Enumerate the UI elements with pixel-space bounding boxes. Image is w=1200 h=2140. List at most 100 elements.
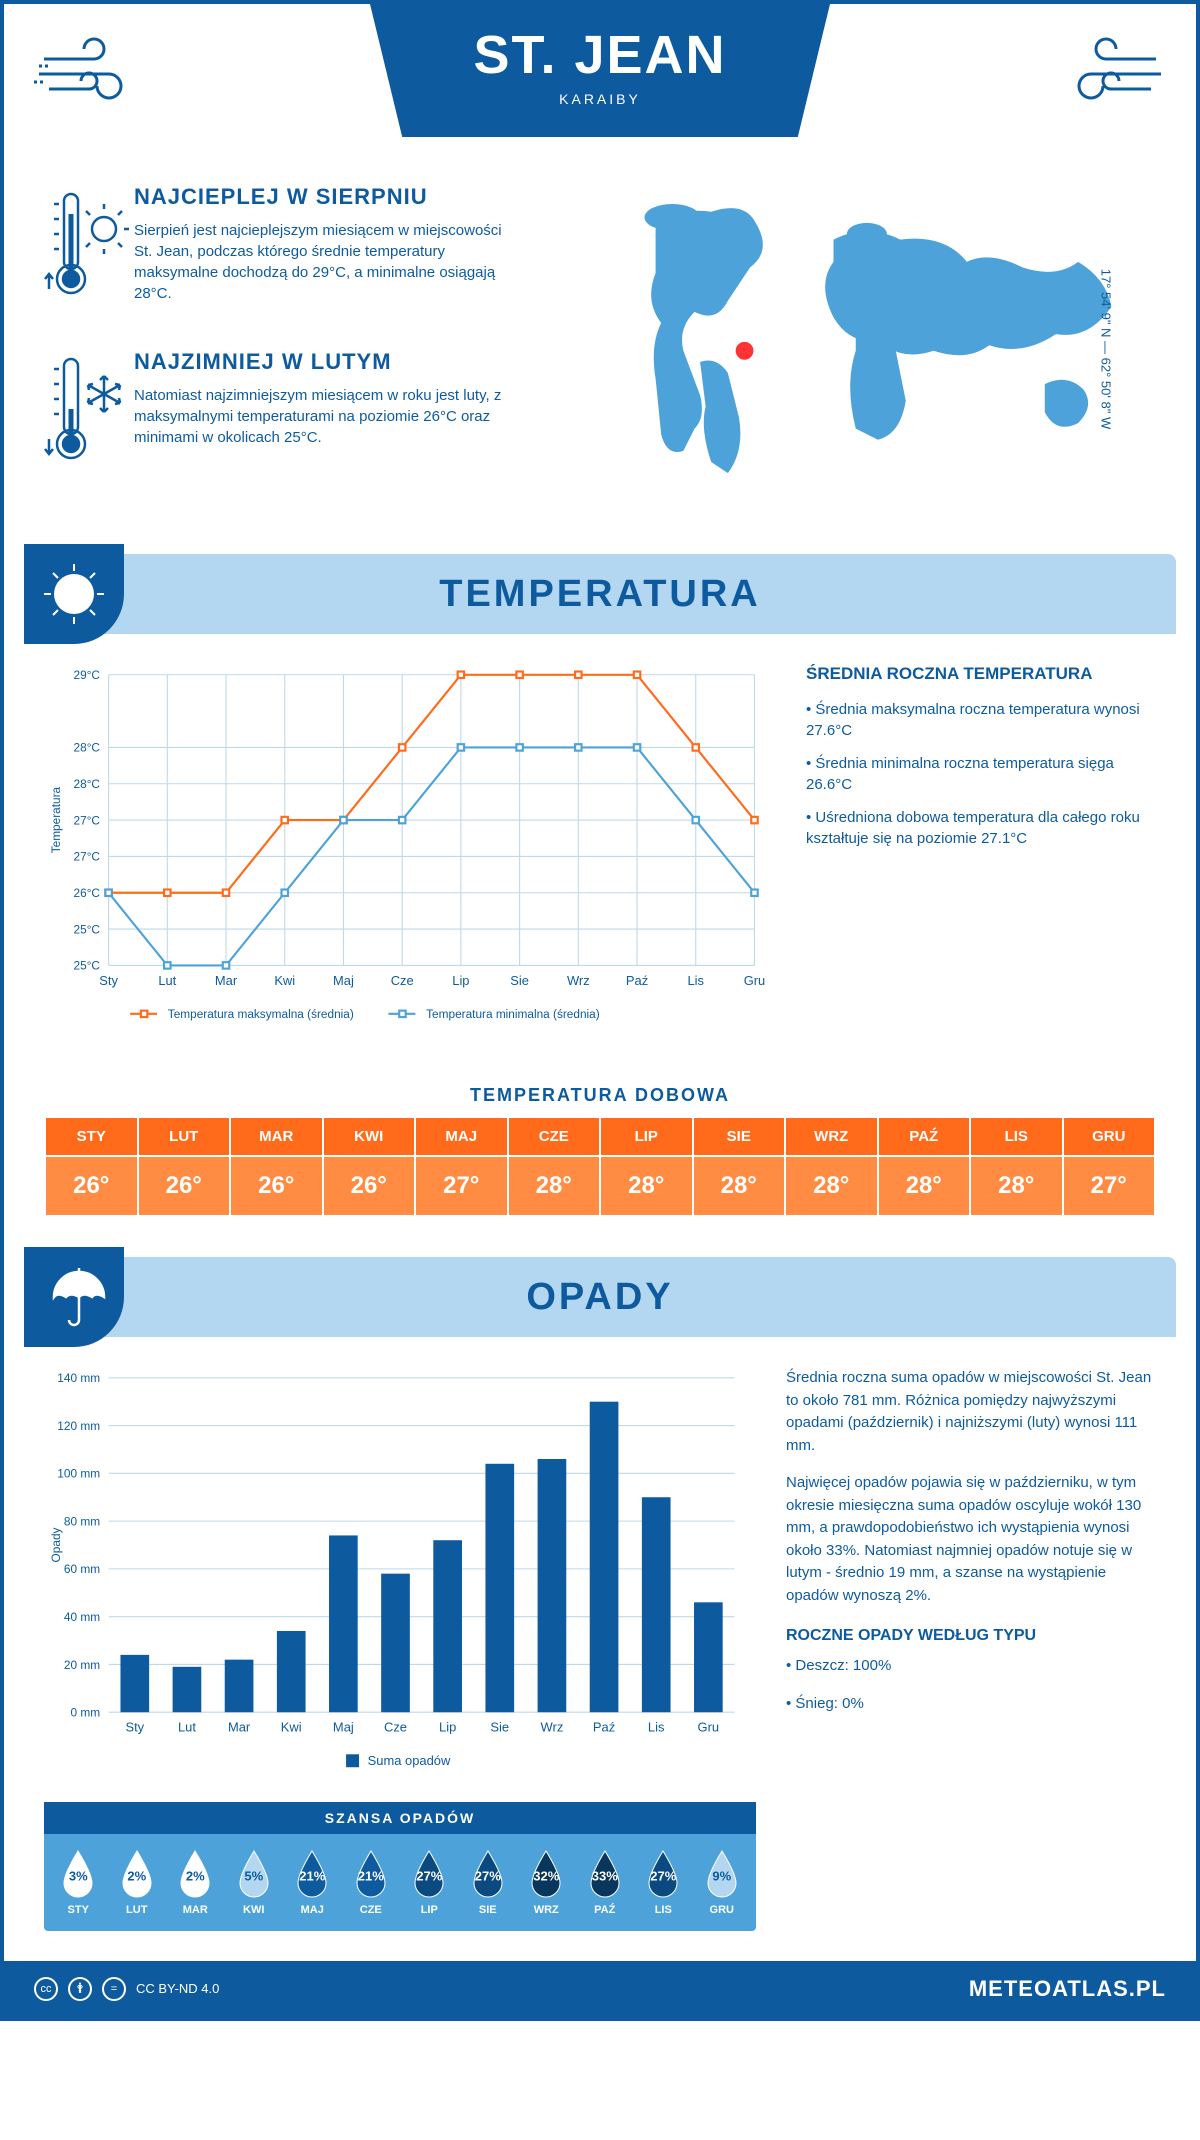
month-header: GRU bbox=[1064, 1118, 1155, 1155]
temp-value: 28° bbox=[879, 1157, 970, 1215]
month-header: STY bbox=[46, 1118, 137, 1155]
precip-type-rain: • Deszcz: 100% bbox=[786, 1655, 1156, 1678]
wind-icon bbox=[34, 34, 154, 114]
coldest-block: NAJZIMNIEJ W LUTYM Natomiast najzimniejs… bbox=[44, 349, 600, 484]
svg-text:Sie: Sie bbox=[510, 973, 529, 988]
svg-text:27°C: 27°C bbox=[74, 850, 101, 864]
svg-text:Sie: Sie bbox=[490, 1720, 509, 1735]
title-banner: ST. JEAN KARAIBY bbox=[370, 4, 830, 137]
site-name: METEOATLAS.PL bbox=[969, 1976, 1166, 2002]
svg-text:Suma opadów: Suma opadów bbox=[368, 1753, 451, 1768]
coldest-text: Natomiast najzimniejszym miesiącem w rok… bbox=[134, 385, 514, 448]
svg-text:0 mm: 0 mm bbox=[70, 1706, 100, 1720]
month-header: LIS bbox=[971, 1118, 1062, 1155]
daily-temp-table: STYLUTMARKWIMAJCZELIPSIEWRZPAŹLISGRU 26°… bbox=[44, 1116, 1156, 1217]
temp-value: 26° bbox=[324, 1157, 415, 1215]
world-map bbox=[600, 184, 1156, 444]
precipitation-chart: 0 mm20 mm40 mm60 mm80 mm100 mm120 mm140 … bbox=[44, 1367, 756, 1782]
svg-text:Temperatura minimalna (średnia: Temperatura minimalna (średnia) bbox=[426, 1007, 600, 1021]
svg-text:Opady: Opady bbox=[49, 1527, 63, 1562]
sun-icon bbox=[24, 544, 124, 644]
precipitation-header: OPADY bbox=[24, 1257, 1176, 1337]
temperature-header: TEMPERATURA bbox=[24, 554, 1176, 634]
chance-drop: 21% MAJ bbox=[283, 1849, 342, 1916]
thermometer-hot-icon bbox=[44, 184, 134, 319]
svg-text:25°C: 25°C bbox=[74, 959, 101, 973]
svg-text:Temperatura: Temperatura bbox=[49, 786, 63, 853]
svg-text:Lut: Lut bbox=[178, 1720, 196, 1735]
svg-text:Paź: Paź bbox=[593, 1720, 615, 1735]
svg-text:100 mm: 100 mm bbox=[57, 1467, 100, 1481]
svg-text:Lis: Lis bbox=[648, 1720, 665, 1735]
temp-value: 28° bbox=[694, 1157, 785, 1215]
svg-text:28°C: 28°C bbox=[74, 777, 101, 791]
header: ST. JEAN KARAIBY bbox=[4, 4, 1196, 164]
precip-type-snow: • Śnieg: 0% bbox=[786, 1693, 1156, 1716]
chance-drop: 2% LUT bbox=[108, 1849, 167, 1916]
temp-value: 28° bbox=[786, 1157, 877, 1215]
svg-text:Cze: Cze bbox=[391, 973, 414, 988]
wind-icon bbox=[1046, 34, 1166, 114]
month-header: SIE bbox=[694, 1118, 785, 1155]
svg-text:Kwi: Kwi bbox=[281, 1720, 302, 1735]
svg-text:25°C: 25°C bbox=[74, 922, 101, 936]
nd-icon: = bbox=[102, 1977, 126, 2001]
temp-bullet: • Średnia maksymalna roczna temperatura … bbox=[806, 699, 1156, 741]
temperature-section: 25°C25°C26°C27°C27°C28°C28°C29°CStyLutMa… bbox=[4, 634, 1196, 1065]
temperature-title: TEMPERATURA bbox=[24, 573, 1176, 616]
svg-text:29°C: 29°C bbox=[74, 668, 101, 682]
svg-text:140 mm: 140 mm bbox=[57, 1371, 100, 1385]
thermometer-cold-icon bbox=[44, 349, 134, 484]
page-subtitle: KARAIBY bbox=[370, 91, 830, 107]
chance-title: SZANSA OPADÓW bbox=[44, 1802, 756, 1834]
month-header: WRZ bbox=[786, 1118, 877, 1155]
cc-icon: cc bbox=[34, 1977, 58, 2001]
svg-text:26°C: 26°C bbox=[74, 886, 101, 900]
chance-drop: 32% WRZ bbox=[517, 1849, 576, 1916]
temp-value: 28° bbox=[509, 1157, 600, 1215]
temp-value: 26° bbox=[46, 1157, 137, 1215]
svg-text:80 mm: 80 mm bbox=[64, 1514, 100, 1528]
precipitation-title: OPADY bbox=[24, 1276, 1176, 1319]
month-header: MAJ bbox=[416, 1118, 507, 1155]
svg-text:27°C: 27°C bbox=[74, 813, 101, 827]
daily-temp-title: TEMPERATURA DOBOWA bbox=[4, 1085, 1196, 1106]
temp-value: 28° bbox=[601, 1157, 692, 1215]
svg-text:40 mm: 40 mm bbox=[64, 1610, 100, 1624]
chance-drop: 33% PAŹ bbox=[576, 1849, 635, 1916]
temperature-chart: 25°C25°C26°C27°C27°C28°C28°C29°CStyLutMa… bbox=[44, 664, 776, 1035]
temp-value: 28° bbox=[971, 1157, 1062, 1215]
svg-text:Gru: Gru bbox=[698, 1720, 720, 1735]
svg-text:Mar: Mar bbox=[228, 1720, 251, 1735]
chance-drop: 2% MAR bbox=[166, 1849, 225, 1916]
temp-bullet: • Średnia minimalna roczna temperatura s… bbox=[806, 753, 1156, 795]
hottest-title: NAJCIEPLEJ W SIERPNIU bbox=[134, 184, 514, 210]
svg-text:Maj: Maj bbox=[333, 1720, 354, 1735]
chance-box: SZANSA OPADÓW 3% STY 2% LUT 2% bbox=[44, 1802, 756, 1931]
temp-value: 27° bbox=[416, 1157, 507, 1215]
svg-text:120 mm: 120 mm bbox=[57, 1419, 100, 1433]
by-icon: 🛉 bbox=[68, 1977, 92, 2001]
coordinates: 17° 54' 9" N — 62° 50' 8" W bbox=[1098, 269, 1113, 429]
chance-drop: 5% KWI bbox=[225, 1849, 284, 1916]
svg-text:60 mm: 60 mm bbox=[64, 1562, 100, 1576]
chance-drop: 27% LIS bbox=[634, 1849, 693, 1916]
chance-drop: 27% SIE bbox=[459, 1849, 518, 1916]
svg-text:Mar: Mar bbox=[215, 973, 238, 988]
svg-text:Paź: Paź bbox=[626, 973, 648, 988]
month-header: CZE bbox=[509, 1118, 600, 1155]
svg-text:Wrz: Wrz bbox=[541, 1720, 564, 1735]
chance-drop: 21% CZE bbox=[342, 1849, 401, 1916]
info-section: NAJCIEPLEJ W SIERPNIU Sierpień jest najc… bbox=[4, 164, 1196, 554]
month-header: KWI bbox=[324, 1118, 415, 1155]
month-header: MAR bbox=[231, 1118, 322, 1155]
svg-text:Gru: Gru bbox=[744, 973, 766, 988]
svg-text:Lis: Lis bbox=[688, 973, 705, 988]
precip-para: Najwięcej opadów pojawia się w październ… bbox=[786, 1472, 1156, 1607]
month-header: LIP bbox=[601, 1118, 692, 1155]
svg-text:Kwi: Kwi bbox=[274, 973, 295, 988]
temp-info-title: ŚREDNIA ROCZNA TEMPERATURA bbox=[806, 664, 1156, 684]
temp-value: 26° bbox=[231, 1157, 322, 1215]
precip-type-title: ROCZNE OPADY WEDŁUG TYPU bbox=[786, 1627, 1156, 1645]
precipitation-section: 0 mm20 mm40 mm60 mm80 mm100 mm120 mm140 … bbox=[4, 1337, 1196, 1961]
